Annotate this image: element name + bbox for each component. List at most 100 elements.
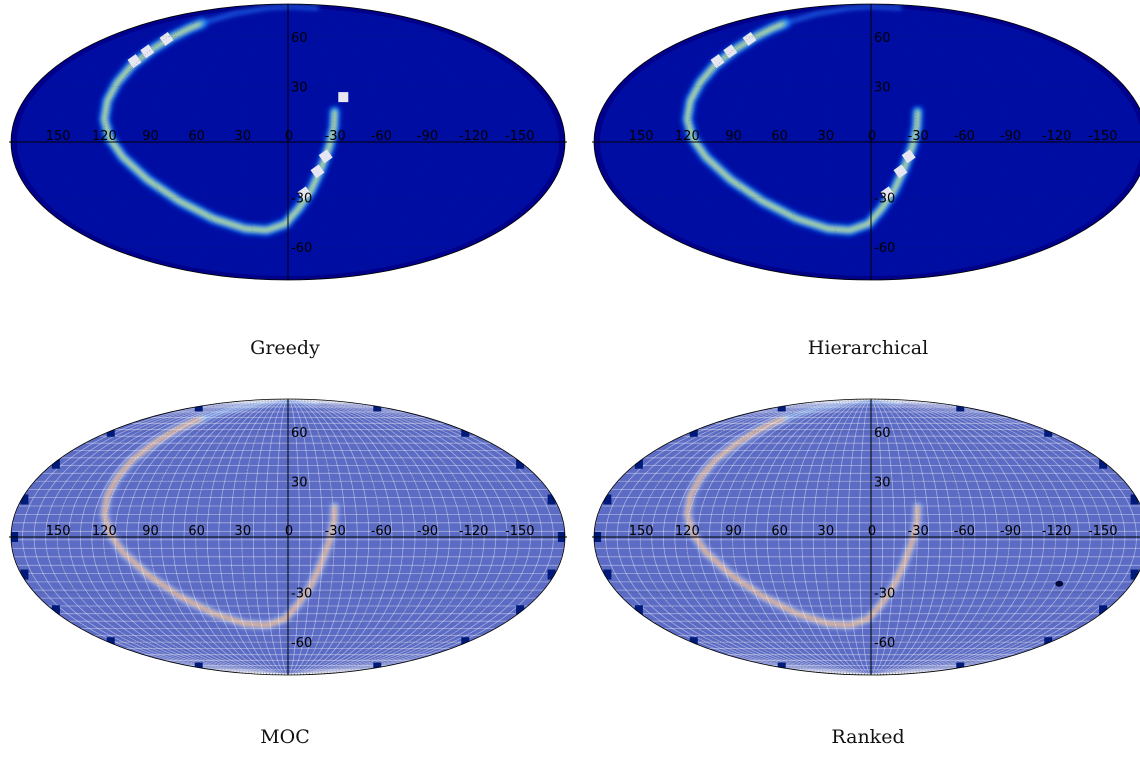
lon-tick-label: -90 xyxy=(417,524,438,539)
graticule-meridian xyxy=(870,399,1010,675)
lat-tick-label: -30 xyxy=(291,587,312,602)
lon-tick-label: -90 xyxy=(1000,524,1021,539)
panel-caption: Greedy xyxy=(250,337,320,359)
graticule-meridian xyxy=(732,399,872,675)
panel-caption: Hierarchical xyxy=(807,337,929,359)
lon-tick-label: 150 xyxy=(46,129,71,144)
map-panel-hierarchical: 150 120 90 60 30 0 -30 -60 -90 -120 -150 60 30 -30 -60… xyxy=(583,0,1140,381)
lon-tick-label: 0 xyxy=(868,524,876,539)
lon-tick-label: 120 xyxy=(675,129,700,144)
lon-tick-label: 150 xyxy=(46,524,71,539)
probability-arc xyxy=(97,4,342,237)
arc-layer xyxy=(103,22,336,232)
lon-tick-label: -120 xyxy=(459,524,489,539)
edge-cell xyxy=(1044,426,1053,437)
lon-tick-label: -60 xyxy=(954,524,975,539)
lon-tick-label: 90 xyxy=(142,129,159,144)
probability-arc xyxy=(681,399,924,631)
edge-cell xyxy=(634,458,643,469)
lon-tick-label: 90 xyxy=(142,524,159,539)
edge-cell xyxy=(1130,494,1139,505)
edge-cell xyxy=(20,569,29,580)
gap-block xyxy=(893,164,908,179)
lon-tick-label: -60 xyxy=(371,129,392,144)
mollweide-map: 150 120 90 60 30 0 -30 -60 -90 -120 -150 60 30 -30 -60 xyxy=(592,3,1140,281)
arc-layer xyxy=(686,22,919,232)
panel-caption: Ranked xyxy=(831,726,905,748)
lon-tick-label: -90 xyxy=(417,129,438,144)
lon-tick-label: 120 xyxy=(675,524,700,539)
edge-cell xyxy=(516,458,525,469)
graticule-meridian xyxy=(778,399,872,675)
lon-tick-label: -30 xyxy=(908,129,929,144)
lon-tick-label: 0 xyxy=(285,129,293,144)
gap-blocks xyxy=(127,31,349,201)
lon-tick-label: -150 xyxy=(505,129,535,144)
gap-block xyxy=(742,31,757,46)
gap-block xyxy=(297,186,312,201)
edge-cell xyxy=(634,605,643,616)
probability-arc xyxy=(680,4,925,237)
sphere-outline xyxy=(10,398,566,676)
lon-tick-label: 150 xyxy=(629,129,654,144)
sphere-outline xyxy=(593,3,1140,281)
arc-top-layer xyxy=(782,399,903,421)
lon-tick-label: 30 xyxy=(818,524,835,539)
arc-top-layer xyxy=(199,399,320,421)
lon-tick-label: 30 xyxy=(235,129,252,144)
lon-tick-label: -150 xyxy=(1088,129,1118,144)
edge-cell xyxy=(51,605,60,616)
lat-tick-label: 30 xyxy=(874,80,891,95)
graticule-meridian xyxy=(287,4,427,280)
edge-cell xyxy=(461,637,470,648)
lon-tick-label: 60 xyxy=(188,129,205,144)
lon-tick-label: -120 xyxy=(1042,129,1072,144)
lat-tick-label: 60 xyxy=(874,31,891,46)
graticule-meridian xyxy=(195,4,289,280)
lon-tick-label: -150 xyxy=(505,524,535,539)
lon-tick-label: -150 xyxy=(1088,524,1118,539)
edge-cell xyxy=(1130,569,1139,580)
lon-tick-label: -60 xyxy=(954,129,975,144)
gap-block xyxy=(901,149,916,164)
probability-arc xyxy=(98,399,341,631)
panel-caption: MOC xyxy=(260,726,310,748)
gap-block xyxy=(880,186,895,201)
lon-tick-label: -30 xyxy=(908,524,929,539)
gap-block xyxy=(140,44,155,59)
gap-blocks xyxy=(710,31,916,201)
lon-tick-label: 60 xyxy=(188,524,205,539)
lat-tick-label: 30 xyxy=(291,80,308,95)
edge-cell xyxy=(1044,637,1053,648)
lat-tick-label: 60 xyxy=(291,31,308,46)
map-panel-greedy: 150 120 90 60 30 0 -30 -60 -90 -120 -150 60 30 -30 -60… xyxy=(0,0,570,381)
lon-tick-label: 60 xyxy=(771,524,788,539)
lon-tick-label: -120 xyxy=(1042,524,1072,539)
edge-cell xyxy=(689,637,698,648)
graticule-meridian xyxy=(778,4,872,280)
sphere-outline xyxy=(593,398,1140,676)
lon-tick-label: 0 xyxy=(285,524,293,539)
graticule-meridian xyxy=(149,399,289,675)
graticule-meridian xyxy=(870,4,964,280)
lon-tick-label: 150 xyxy=(629,524,654,539)
lon-tick-label: 120 xyxy=(92,524,117,539)
lon-tick-label: -60 xyxy=(371,524,392,539)
map-panel-ranked: 150 120 90 60 30 0 -30 -60 -90 -120 -150 60 30 -30 -60… xyxy=(583,395,1140,776)
mollweide-map: 150 120 90 60 30 0 -30 -60 -90 -120 -150 60 30 -30 -60 xyxy=(592,398,1140,676)
lon-tick-label: 0 xyxy=(868,129,876,144)
lat-tick-label: -60 xyxy=(874,636,895,651)
lat-tick-label: -60 xyxy=(291,241,312,256)
edge-cell xyxy=(516,605,525,616)
sphere-outline xyxy=(10,3,566,281)
gap-block xyxy=(338,92,349,103)
lat-tick-label: -30 xyxy=(874,587,895,602)
gap-block xyxy=(127,54,142,69)
graticule-meridian xyxy=(732,4,872,280)
gap-block xyxy=(318,149,333,164)
lat-tick-label: -60 xyxy=(291,636,312,651)
edge-cell xyxy=(106,426,115,437)
edge-cell xyxy=(461,426,470,437)
arc-top-layer xyxy=(199,4,320,26)
graticule-meridian xyxy=(870,399,964,675)
